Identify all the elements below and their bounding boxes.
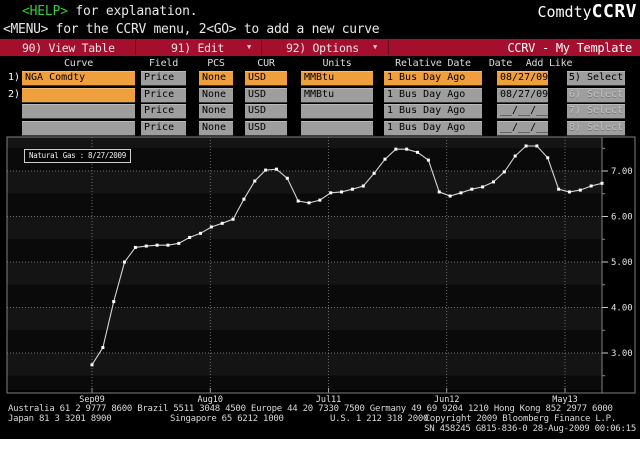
- column-header-field: Field: [148, 58, 179, 69]
- menu-bar-divider: [135, 40, 136, 55]
- table-row: 1) NGA Comdty Price None USD MMBtu 1 Bus…: [0, 71, 640, 87]
- help-line: <HELP> for explanation.: [22, 4, 198, 19]
- svg-text:6.00: 6.00: [611, 213, 633, 223]
- date-input[interactable]: __/__/__: [497, 121, 548, 136]
- price-curve-chart: Sep09 Aug10 Jul11 Jun12 May13 7.00 6.00 5.00 4.0…: [6, 136, 636, 404]
- table-row: Price None USD 1 Bus Day Ago __/__/__ 7)…: [0, 104, 640, 120]
- svg-text:May13: May13: [552, 395, 578, 404]
- pcs-input[interactable]: None: [199, 121, 233, 136]
- pcs-input[interactable]: None: [199, 88, 233, 103]
- cur-input[interactable]: USD: [245, 121, 287, 136]
- menu-bar-divider: [261, 40, 262, 55]
- field-input[interactable]: Price: [141, 104, 186, 119]
- select-button: 6) Select: [567, 88, 625, 103]
- relative-date-input[interactable]: 1 Bus Day Ago: [384, 71, 482, 86]
- footer-us: U.S. 1 212 318 2000: [330, 414, 429, 424]
- footer-contacts-line: Australia 61 2 9777 8600 Brazil 5511 304…: [8, 404, 613, 414]
- select-button: 8) Select: [567, 121, 625, 136]
- column-header-units: Units: [322, 58, 352, 69]
- select-button: 7) Select: [567, 104, 625, 119]
- units-input[interactable]: MMBtu: [301, 71, 373, 86]
- table-row: 2) Price None USD MMBtu 1 Bus Day Ago 08…: [0, 88, 640, 104]
- select-button[interactable]: 5) Select: [567, 71, 625, 86]
- column-header-cur: CUR: [257, 58, 275, 69]
- menu-hint-line: <MENU> for the CCRV menu, 2<GO> to add a…: [3, 22, 380, 37]
- relative-date-input[interactable]: 1 Bus Day Ago: [384, 104, 482, 119]
- pcs-input[interactable]: None: [199, 104, 233, 119]
- row-number: 1): [7, 72, 20, 83]
- column-header-add-like: Add Like: [525, 58, 573, 69]
- help-line-text: for explanation.: [67, 4, 198, 19]
- relative-date-input[interactable]: 1 Bus Day Ago: [384, 88, 482, 103]
- svg-text:4.00: 4.00: [611, 304, 633, 314]
- svg-text:Aug10: Aug10: [197, 395, 223, 404]
- units-input[interactable]: [301, 104, 373, 119]
- svg-text:7.00: 7.00: [611, 167, 633, 177]
- footer-singapore: Singapore 65 6212 1000: [170, 414, 284, 424]
- menu-bar: 90) View Table 91) Edit ▼ 92) Options ▼ …: [0, 39, 640, 56]
- view-table-button[interactable]: 90) View Table: [22, 41, 115, 55]
- app-title-prefix: Comdty: [537, 3, 592, 21]
- edit-button[interactable]: 91) Edit: [171, 41, 224, 55]
- pcs-input[interactable]: None: [199, 71, 233, 86]
- column-header-pcs: PCS: [207, 58, 225, 69]
- svg-text:3.00: 3.00: [611, 349, 633, 359]
- field-input[interactable]: Price: [141, 88, 186, 103]
- field-input[interactable]: Price: [141, 71, 186, 86]
- options-dropdown-arrow-icon[interactable]: ▼: [373, 43, 378, 51]
- column-header-date: Date: [488, 58, 513, 69]
- curve-input[interactable]: [22, 88, 135, 103]
- table-row: Price None USD 1 Bus Day Ago __/__/__ 8)…: [0, 121, 640, 137]
- menu-bar-divider: [388, 40, 389, 55]
- cur-input[interactable]: USD: [245, 104, 287, 119]
- template-name: CCRV - My Template: [507, 41, 632, 55]
- app-title: ComdtyCCRV: [537, 1, 637, 22]
- edit-dropdown-arrow-icon[interactable]: ▼: [247, 43, 252, 51]
- column-header-curve: Curve: [63, 58, 94, 69]
- date-input[interactable]: 08/27/09: [497, 88, 548, 103]
- units-input[interactable]: MMBtu: [301, 88, 373, 103]
- units-input[interactable]: [301, 121, 373, 136]
- field-input[interactable]: Price: [141, 121, 186, 136]
- date-input[interactable]: __/__/__: [497, 104, 548, 119]
- footer-serial: SN 458245 G815-836-0 28-Aug-2009 00:06:1…: [424, 424, 636, 434]
- options-button[interactable]: 92) Options: [286, 41, 359, 55]
- footer-copyright: Copyright 2009 Bloomberg Finance L.P.: [424, 414, 616, 424]
- svg-text:Jun12: Jun12: [434, 395, 460, 404]
- cur-input[interactable]: USD: [245, 71, 287, 86]
- curve-input[interactable]: [22, 104, 135, 119]
- terminal-screen: <HELP> for explanation. ComdtyCCRV <MENU…: [0, 0, 640, 439]
- row-number: 2): [7, 89, 20, 100]
- app-title-function: CCRV: [591, 1, 637, 22]
- svg-text:Jul11: Jul11: [316, 395, 342, 404]
- curve-input[interactable]: NGA Comdty: [22, 71, 135, 86]
- cur-input[interactable]: USD: [245, 88, 287, 103]
- column-header-relative-date: Relative Date: [395, 58, 471, 69]
- svg-text:5.00: 5.00: [611, 258, 633, 268]
- help-key[interactable]: <HELP>: [22, 4, 68, 19]
- svg-text:Sep09: Sep09: [79, 395, 105, 404]
- footer-japan: Japan 81 3 3201 8900: [8, 414, 112, 424]
- relative-date-input[interactable]: 1 Bus Day Ago: [384, 121, 482, 136]
- curve-input[interactable]: [22, 121, 135, 136]
- date-input[interactable]: 08/27/09: [497, 71, 548, 86]
- chart-legend: Natural Gas : 8/27/2009: [24, 149, 131, 163]
